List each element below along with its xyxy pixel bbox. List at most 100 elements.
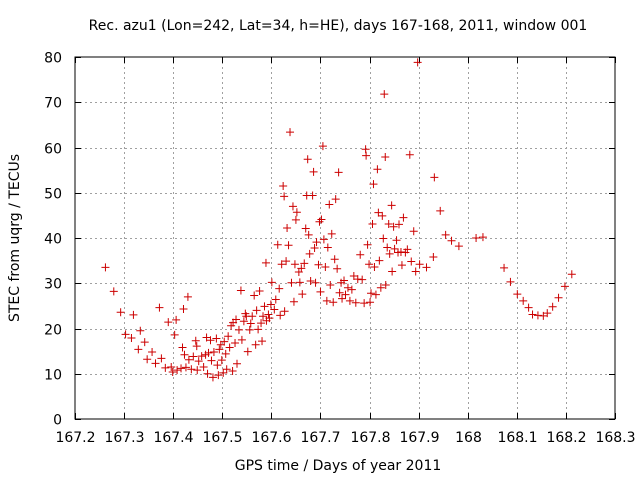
data-point-marker <box>267 278 276 287</box>
x-tick-label: 168.2 <box>546 430 586 446</box>
data-point-marker <box>403 245 412 254</box>
data-point-marker <box>191 336 200 345</box>
data-point-marker <box>326 281 335 290</box>
data-point-marker <box>365 260 374 269</box>
data-point-marker <box>441 230 450 239</box>
data-point-marker <box>429 253 438 262</box>
data-point-marker <box>390 244 399 253</box>
chart-title: Rec. azu1 (Lon=242, Lat=34, h=HE), days … <box>89 18 588 34</box>
data-point-marker <box>280 307 289 316</box>
data-point-marker <box>340 276 349 285</box>
y-tick-label: 40 <box>44 232 62 248</box>
data-point-marker <box>173 366 182 375</box>
data-point-marker <box>343 283 352 292</box>
data-point-marker <box>351 298 360 307</box>
data-point-marker <box>172 315 181 324</box>
y-tick-label: 10 <box>44 368 62 384</box>
data-point-marker <box>157 354 166 363</box>
data-point-marker <box>500 263 509 272</box>
data-point-marker <box>349 272 358 281</box>
data-point-marker <box>519 296 528 305</box>
data-point-marker <box>300 259 309 268</box>
y-tick-label: 30 <box>44 277 62 293</box>
data-point-marker <box>224 332 233 341</box>
x-tick-label: 168 <box>455 430 482 446</box>
data-point-marker <box>232 315 241 324</box>
data-point-marker <box>384 219 393 228</box>
data-point-marker <box>335 288 344 297</box>
data-point-marker <box>254 325 263 334</box>
data-point-marker <box>140 338 149 347</box>
data-point-marker <box>291 215 300 224</box>
data-point-marker <box>388 267 397 276</box>
data-point-marker <box>371 290 380 299</box>
data-point-marker <box>233 359 241 368</box>
data-point-marker <box>277 260 286 269</box>
data-point-marker <box>148 348 157 357</box>
data-point-marker <box>543 309 552 318</box>
data-point-marker <box>288 202 297 211</box>
x-tick-label: 167.5 <box>202 430 242 446</box>
data-point-marker <box>177 364 186 373</box>
data-point-marker <box>179 305 188 314</box>
data-point-marker <box>368 219 377 228</box>
axis-ticks: 167.2 167.3 167.4 167.5 167.6 167.7 167.8 167.9… <box>44 51 635 447</box>
data-point-marker <box>345 296 354 305</box>
data-point-marker <box>370 262 379 271</box>
data-point-marker <box>197 352 206 361</box>
data-point-marker <box>454 242 463 251</box>
data-point-marker <box>334 168 343 177</box>
data-point-marker <box>189 352 198 361</box>
data-point-marker <box>401 248 410 257</box>
data-point-marker <box>236 286 245 295</box>
data-point-marker <box>367 289 376 298</box>
data-point-marker <box>178 343 187 352</box>
data-point-marker <box>184 355 193 364</box>
data-point-marker <box>259 312 268 321</box>
data-point-marker <box>181 363 190 372</box>
x-tick-label: 167.6 <box>251 430 291 446</box>
data-point-marker <box>116 308 125 317</box>
data-point-marker <box>298 290 307 299</box>
data-point-marker <box>362 151 371 160</box>
data-point-marker <box>303 155 312 164</box>
data-point-marker <box>347 285 356 294</box>
data-point-marker <box>266 300 275 309</box>
data-point-marker <box>265 314 274 323</box>
y-tick-label: 20 <box>44 323 62 339</box>
data-point-marker <box>206 336 215 345</box>
data-point-marker <box>194 357 203 366</box>
data-point-marker <box>225 343 234 352</box>
data-point-marker <box>366 298 375 307</box>
data-point-marker <box>379 234 388 243</box>
data-point-marker <box>161 363 170 372</box>
data-point-marker <box>554 293 563 302</box>
data-point-marker <box>237 335 246 344</box>
data-point-marker <box>219 368 228 377</box>
data-point-marker <box>314 260 323 269</box>
data-point-marker <box>109 287 118 296</box>
data-point-marker <box>528 310 537 319</box>
data-point-marker <box>376 283 385 292</box>
data-point-marker <box>305 249 314 258</box>
data-point-marker <box>101 263 110 272</box>
data-point-marker <box>318 142 327 151</box>
data-point-marker <box>168 367 177 376</box>
data-point-marker <box>309 167 318 176</box>
x-tick-label: 167.2 <box>55 430 95 446</box>
data-point-marker <box>411 267 420 276</box>
data-point-marker <box>333 264 342 273</box>
data-point-marker <box>383 243 392 252</box>
data-point-marker <box>363 240 372 249</box>
data-point-marker <box>245 325 254 334</box>
data-point-marker <box>227 321 236 330</box>
data-point-marker <box>560 282 569 291</box>
data-point-marker <box>378 211 387 220</box>
data-point-marker <box>381 153 390 162</box>
data-point-marker <box>358 275 367 284</box>
data-point-marker <box>297 264 306 273</box>
data-point-marker <box>292 208 301 217</box>
data-point-marker <box>258 337 267 346</box>
data-point-marker <box>234 325 243 334</box>
